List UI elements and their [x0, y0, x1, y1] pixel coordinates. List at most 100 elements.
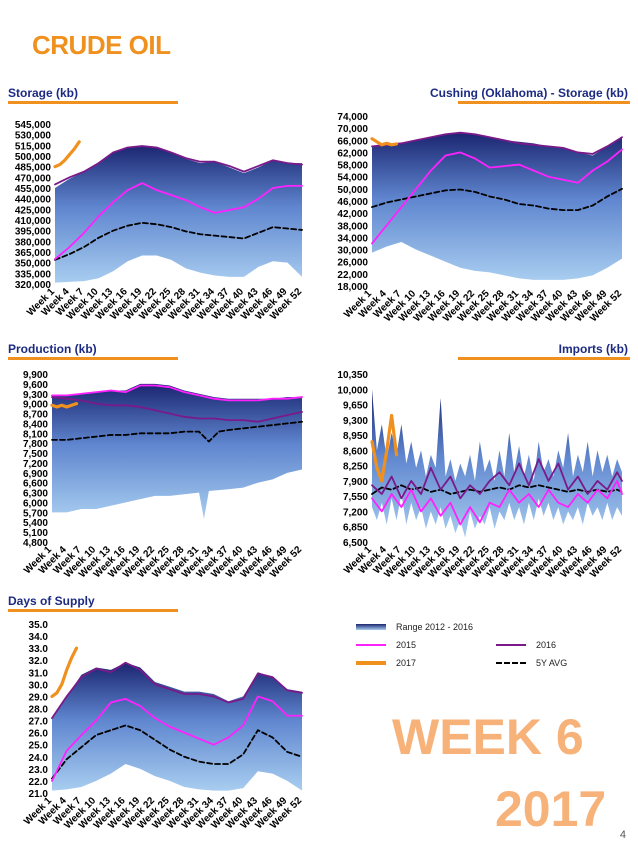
production-title-underline [8, 357, 178, 360]
days-y-tick: 31.0 [29, 668, 49, 679]
storage-y-tick: 485,000 [15, 163, 52, 174]
days-y-tick: 32.0 [29, 656, 49, 667]
production-y-tick: 7,800 [23, 439, 48, 450]
days-y-tick: 27.0 [29, 717, 49, 728]
legend-swatch-2015 [356, 644, 386, 646]
storage-y-tick: 470,000 [15, 173, 52, 184]
cushing-y-tick: 30,000 [337, 246, 368, 257]
days-s2016-line [51, 661, 303, 720]
production-range-band [52, 383, 302, 519]
page-number: 4 [619, 829, 626, 841]
storage-range-band [55, 145, 302, 283]
cushing-y-tick: 50,000 [337, 185, 368, 196]
cushing-title-underline [458, 101, 630, 104]
imports-range-band [372, 389, 622, 538]
production-y-tick: 5,700 [23, 508, 48, 519]
storage-y-tick: 545,000 [15, 120, 52, 131]
days-y-tick: 35.0 [29, 620, 49, 631]
cushing-y-tick: 46,000 [337, 197, 368, 208]
legend-label-range: Range 2012 - 2016 [396, 622, 474, 632]
days-y-tick: 25.0 [29, 741, 49, 752]
cushing-s2017-line [370, 137, 399, 147]
imports-y-tick: 7,550 [343, 492, 368, 503]
legend-swatch-2017 [356, 661, 386, 665]
cushing-y-tick: 70,000 [337, 124, 368, 135]
cushing-s2016-line [371, 131, 623, 155]
legend-item-range: Range 2012 - 2016 [356, 622, 473, 632]
cushing-avg-line [371, 187, 623, 212]
production-y-tick: 5,400 [23, 518, 48, 529]
storage-title-underline [8, 101, 178, 104]
production-y-tick: 9,900 [23, 370, 48, 381]
storage-y-tick: 335,000 [15, 269, 52, 280]
storage-y-tick: 350,000 [15, 259, 52, 270]
imports-y-tick: 9,300 [343, 416, 368, 427]
production-y-tick: 6,000 [23, 498, 48, 509]
storage-y-tick: 395,000 [15, 227, 52, 238]
storage-avg-line [54, 221, 303, 261]
storage-y-tick: 440,000 [15, 195, 52, 206]
production-y-tick: 8,400 [23, 419, 48, 430]
legend-swatch-2016 [496, 644, 526, 646]
page-title: CRUDE OIL [32, 30, 171, 60]
cushing-s2015-line [371, 148, 623, 245]
storage-y-tick: 380,000 [15, 237, 52, 248]
storage-chart: 545,000530,000515,000500,000485,000470,0… [15, 120, 305, 322]
legend-swatch-range [356, 624, 386, 630]
legend-item-2017: 2017 [356, 658, 416, 668]
days-range-band [52, 662, 302, 791]
legend-swatch-avg [496, 662, 526, 664]
imports-y-tick: 8,600 [343, 446, 368, 457]
imports-y-tick: 9,650 [343, 401, 368, 412]
watermark-week: WEEK 6 [392, 709, 584, 765]
imports-y-tick: 7,200 [343, 507, 368, 518]
storage-y-tick: 530,000 [15, 131, 52, 142]
storage-y-tick: 425,000 [15, 205, 52, 216]
production-y-tick: 4,800 [23, 538, 48, 549]
days-y-tick: 23.0 [29, 765, 49, 776]
days-y-tick: 22.0 [29, 777, 49, 788]
imports-chart: 10,350 10,000 9,650 9,300 8,950 8,600 8,250 7,9… [337, 370, 624, 580]
cushing-y-tick: 54,000 [337, 173, 368, 184]
days-y-tick: 33.0 [29, 644, 49, 655]
days-y-tick: 21.0 [29, 789, 49, 800]
imports-s2016-line [371, 458, 623, 500]
cushing-y-tick: 38,000 [337, 221, 368, 232]
imports-chart-title: Imports (kb) [558, 342, 628, 356]
imports-y-tick: 10,000 [337, 385, 368, 396]
days-y-tick: 26.0 [29, 729, 49, 740]
production-y-tick: 6,300 [23, 489, 48, 500]
storage-y-tick: 455,000 [15, 184, 52, 195]
storage-y-tick: 500,000 [15, 152, 52, 163]
cushing-y-tick: 58,000 [337, 161, 368, 172]
cushing-range-band [372, 132, 622, 280]
watermark-year: 2017 [495, 781, 607, 837]
storage-chart-title: Storage (kb) [8, 86, 79, 100]
production-avg-line [51, 420, 303, 443]
production-y-tick: 8,700 [23, 410, 48, 421]
cushing-y-tick: 42,000 [337, 209, 368, 220]
cushing-y-tick: 18,000 [337, 282, 368, 293]
days-s2015-line [51, 695, 303, 782]
legend-item-2015: 2015 [356, 640, 416, 650]
imports-y-tick: 6,500 [343, 538, 368, 549]
days-y-tick: 28.0 [29, 705, 49, 716]
days-chart: 35.034.033.032.031.030.029.0 28.027.026.0… [22, 620, 304, 831]
cushing-chart-title: Cushing (Oklahoma) - Storage (kb) [429, 86, 628, 100]
production-y-tick: 8,100 [23, 429, 48, 440]
production-s2015-line [51, 384, 303, 402]
days-y-tick: 34.0 [29, 632, 49, 643]
imports-y-tick: 10,350 [337, 370, 368, 381]
imports-y-tick: 8,250 [343, 462, 368, 473]
imports-y-tick: 8,950 [343, 431, 368, 442]
days-avg-line [51, 724, 303, 780]
storage-y-tick: 515,000 [15, 141, 52, 152]
days-s2017-line [50, 646, 79, 699]
production-y-tick: 5,100 [23, 528, 48, 539]
cushing-y-tick: 62,000 [337, 148, 368, 159]
production-y-tick: 9,300 [23, 390, 48, 401]
production-chart: 9,9009,6009,3009,0008,7008,4008,1007,800… [22, 370, 304, 580]
days-y-tick: 30.0 [29, 680, 49, 691]
cushing-y-tick: 26,000 [337, 258, 368, 269]
days-title-underline [8, 609, 178, 612]
